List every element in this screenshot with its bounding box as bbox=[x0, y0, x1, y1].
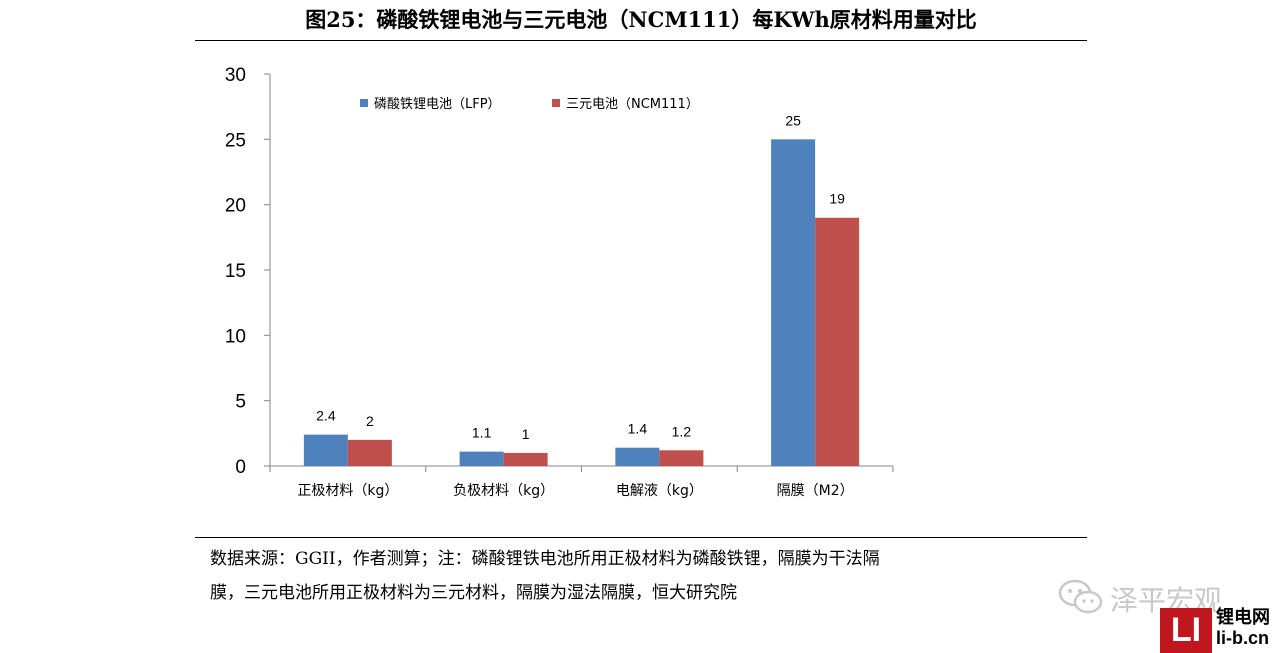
y-tick-label: 25 bbox=[225, 130, 246, 151]
y-tick-label: 15 bbox=[225, 261, 246, 282]
x-tick-label: 负极材料（kg） bbox=[453, 483, 554, 499]
bar-ncm bbox=[815, 217, 860, 466]
data-label: 1.1 bbox=[472, 425, 492, 441]
legend-label-lfp: 磷酸铁锂电池（LFP） bbox=[374, 97, 501, 112]
wechat-icon bbox=[1058, 579, 1103, 614]
site-logo: LI bbox=[1160, 608, 1212, 653]
y-tick-label: 0 bbox=[235, 457, 246, 478]
bar-ncm bbox=[503, 452, 548, 466]
source-divider bbox=[195, 537, 1087, 538]
data-label: 2 bbox=[366, 413, 374, 429]
data-label: 1.2 bbox=[672, 423, 692, 439]
data-label: 1 bbox=[522, 426, 530, 442]
legend-swatch-ncm bbox=[552, 99, 560, 107]
source-note-line-2: 膜，三元电池所用正极材料为三元材料，隔膜为湿法隔膜，恒大研究院 bbox=[210, 583, 737, 603]
bar-lfp bbox=[771, 139, 816, 467]
title-divider bbox=[195, 40, 1087, 41]
bar-ncm bbox=[347, 439, 392, 466]
bar-lfp bbox=[615, 447, 660, 466]
data-label: 19 bbox=[829, 191, 845, 207]
data-label: 25 bbox=[785, 112, 801, 128]
legend-label-ncm: 三元电池（NCM111） bbox=[566, 97, 699, 112]
source-note-line-1: 数据来源：GGII，作者测算；注：磷酸锂铁电池所用正极材料为磷酸铁锂，隔膜为干法… bbox=[210, 549, 880, 569]
legend-swatch-lfp bbox=[360, 99, 368, 107]
data-label: 1.4 bbox=[628, 421, 648, 437]
x-tick-label: 正极材料（kg） bbox=[297, 483, 398, 499]
bar-lfp bbox=[459, 451, 504, 466]
data-label: 2.4 bbox=[316, 408, 336, 424]
x-tick-label: 隔膜（M2） bbox=[777, 483, 854, 499]
site-name: 锂电网 bbox=[1216, 607, 1270, 628]
chart-title: 图25：磷酸铁锂电池与三元电池（NCM111）每KWh原材料用量对比 bbox=[305, 7, 977, 32]
bar-lfp bbox=[303, 434, 348, 466]
y-tick-label: 5 bbox=[235, 392, 246, 413]
x-tick-label: 电解液（kg） bbox=[616, 483, 703, 499]
y-tick-label: 30 bbox=[225, 65, 246, 86]
y-tick-label: 20 bbox=[225, 196, 246, 217]
site-url: li-b.cn bbox=[1216, 628, 1269, 648]
source-note: 数据来源：GGII，作者测算；注：磷酸锂铁电池所用正极材料为磷酸铁锂，隔膜为干法… bbox=[210, 542, 1080, 610]
bar-ncm bbox=[659, 450, 704, 466]
y-tick-label: 10 bbox=[225, 326, 246, 347]
